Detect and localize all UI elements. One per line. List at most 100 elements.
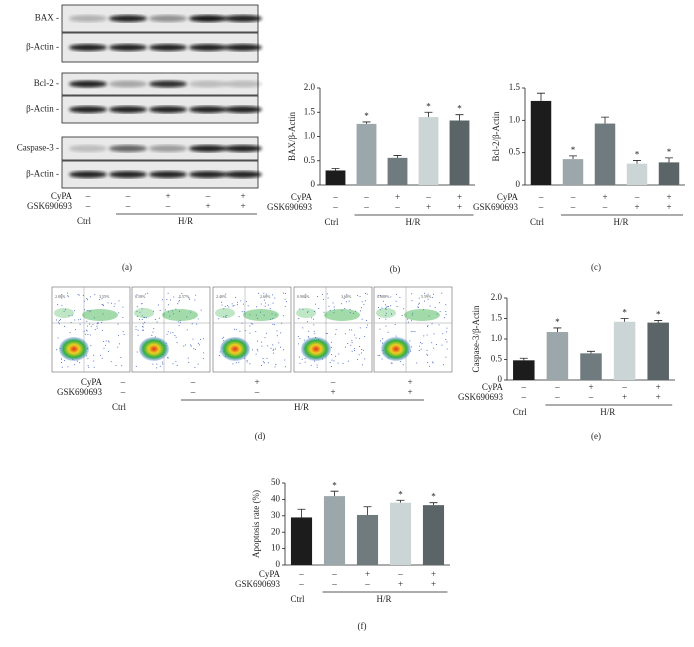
blot-band [149, 145, 187, 152]
flow-dot [274, 324, 276, 326]
flow-dot [191, 323, 193, 325]
flow-dot [198, 344, 200, 346]
flow-dot [385, 306, 387, 308]
flow-dot [356, 294, 358, 296]
quadrant-value: 2.00% [55, 294, 66, 299]
treatment-sign: + [407, 377, 412, 387]
flow-plot: 0.900% 3.60% [293, 286, 373, 373]
flow-dot [154, 318, 156, 320]
flow-dot [203, 352, 205, 354]
significance-star: * [398, 489, 403, 499]
flow-dot [188, 361, 190, 363]
flow-dot [244, 330, 246, 332]
flow-cluster [54, 308, 74, 318]
flow-dot [298, 356, 300, 358]
blot-band [149, 106, 187, 113]
flow-dot [233, 304, 235, 306]
flow-dot [364, 336, 366, 338]
flow-dot [272, 323, 274, 325]
bar [449, 120, 470, 185]
flow-dot [218, 318, 220, 320]
flow-dot [145, 317, 147, 319]
flow-dot [446, 341, 448, 343]
flow-dot [347, 343, 349, 345]
flow-dot [183, 345, 185, 347]
treatment-name: CyPA [482, 382, 504, 392]
treatment-sign: + [634, 202, 639, 212]
flow-dot [136, 315, 138, 317]
flow-dot [446, 348, 448, 350]
flow-dot [409, 340, 411, 342]
blot-band [189, 106, 227, 113]
flow-dot [99, 298, 101, 300]
flow-dot [316, 366, 318, 368]
flow-dot [442, 333, 444, 335]
flow-dot [221, 337, 223, 339]
flow-dot [386, 306, 388, 308]
flow-dot [382, 342, 384, 344]
flow-dot [179, 311, 181, 313]
flow-dot [166, 357, 168, 359]
flow-dot [426, 349, 428, 351]
flow-dot [59, 319, 61, 321]
flow-dot [263, 292, 265, 294]
flow-dot [266, 357, 268, 359]
flow-dot [257, 350, 259, 352]
blot-band [224, 15, 262, 22]
treatment-sign: – [254, 387, 260, 397]
flow-dot [313, 330, 315, 332]
flow-dot [316, 364, 318, 366]
flow-dot [255, 314, 257, 316]
y-tick-label: 0 [498, 374, 503, 384]
flow-dot [246, 361, 248, 363]
flow-dot [260, 303, 262, 305]
treatment-sign: + [656, 392, 661, 402]
flow-dot [441, 344, 443, 346]
flow-dot [73, 310, 75, 312]
flow-cluster [404, 309, 440, 321]
flow-dot [122, 316, 124, 318]
caption: (a) [122, 262, 132, 272]
flow-dot [441, 292, 443, 294]
flow-dot [200, 309, 202, 311]
y-tick-label: 20 [271, 526, 281, 536]
ctrl-label: Ctrl [530, 217, 545, 227]
flow-dot [304, 361, 306, 363]
flow-plot: 0.58% 5.57% [131, 286, 211, 373]
treatment-sign: – [588, 392, 594, 402]
flow-dot [97, 322, 99, 324]
treatment-sign: – [190, 387, 196, 397]
flow-dot [194, 367, 196, 369]
flow-dot [433, 333, 435, 335]
treatment-sign: – [521, 392, 527, 402]
flow-dot [419, 302, 421, 304]
flow-box [373, 286, 453, 373]
flow-dot [429, 305, 431, 307]
flow-dot [433, 293, 435, 295]
flow-dot [89, 311, 91, 313]
flow-dot [171, 310, 173, 312]
flow-dot [141, 303, 143, 305]
flow-dot [435, 344, 437, 346]
blot-band [69, 171, 107, 178]
caption: (e) [591, 431, 601, 441]
blot-band [69, 44, 107, 51]
treatment-sign: + [330, 387, 335, 397]
treatment-sign: – [125, 191, 131, 201]
flow-dot [167, 292, 169, 294]
flow-dot [167, 331, 169, 333]
flow-dot [360, 352, 362, 354]
flow-dot [299, 362, 301, 364]
flow-dot [284, 366, 286, 368]
flow-dot [142, 326, 144, 328]
flow-dot [236, 304, 238, 306]
flow-cluster [220, 337, 250, 361]
flow-dot [87, 357, 89, 359]
flow-dot [345, 346, 347, 348]
significance-star: * [635, 149, 640, 159]
flow-dot [407, 318, 409, 320]
group-label: H/R [600, 407, 615, 417]
y-tick-label: 1.5 [509, 82, 521, 92]
flow-dot [141, 329, 143, 331]
